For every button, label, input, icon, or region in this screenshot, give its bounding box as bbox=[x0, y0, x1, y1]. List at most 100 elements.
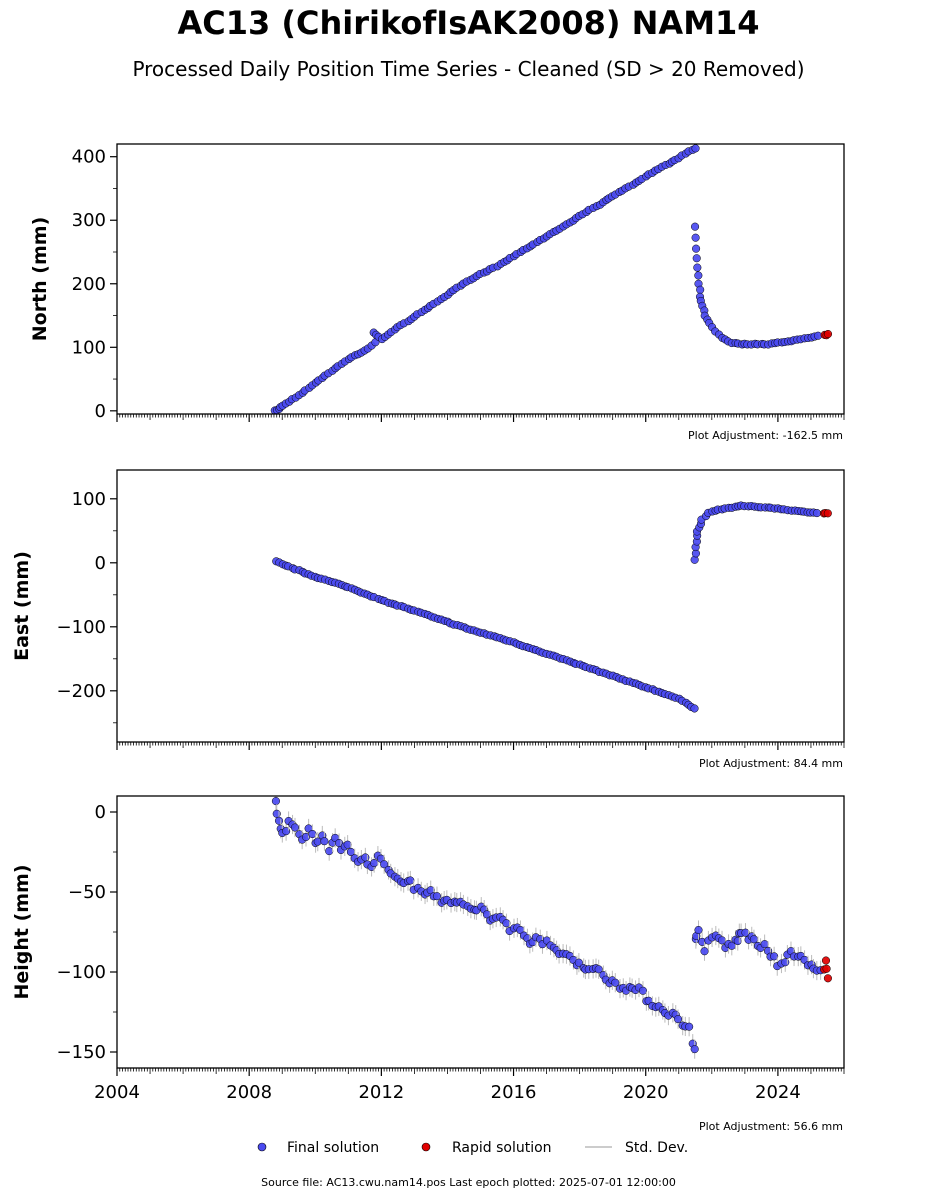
north-point-final bbox=[692, 254, 701, 263]
y-tick-label: −150 bbox=[57, 1042, 106, 1063]
height-series-final bbox=[271, 796, 825, 1059]
height-point-rapid bbox=[821, 956, 831, 965]
height-ylabel: Height (mm) bbox=[11, 864, 33, 999]
legend-rapid-marker bbox=[421, 1142, 431, 1152]
north-point-rapid bbox=[823, 329, 833, 339]
east-series-rapid bbox=[819, 509, 832, 518]
x-tick-label: 2020 bbox=[623, 1082, 669, 1103]
chart-title: AC13 (ChirikofIsAK2008) NAM14 bbox=[177, 4, 760, 42]
y-tick-label: 400 bbox=[72, 147, 106, 168]
height-point-final bbox=[574, 958, 583, 967]
height-point-rapid bbox=[822, 964, 831, 973]
height-point-final bbox=[308, 829, 317, 839]
east-frame bbox=[116, 469, 845, 743]
height-point-final bbox=[770, 952, 779, 961]
north-plot-adjustment: Plot Adjustment: -162.5 mm bbox=[688, 429, 843, 442]
legend-final-label: Final solution bbox=[287, 1140, 379, 1156]
height-point-final bbox=[271, 797, 280, 806]
height-point-final bbox=[694, 925, 703, 935]
east-point-rapid bbox=[823, 509, 832, 518]
y-tick-label: 200 bbox=[72, 274, 106, 295]
north-point-final bbox=[691, 233, 700, 242]
y-tick-label: −100 bbox=[57, 617, 106, 638]
y-tick-label: −100 bbox=[57, 962, 106, 983]
north-frame bbox=[116, 143, 845, 415]
height-point-final bbox=[343, 840, 352, 849]
height-point-final bbox=[760, 940, 769, 949]
north-point-final bbox=[696, 285, 705, 294]
chart-subtitle: Processed Daily Position Time Series - C… bbox=[132, 57, 805, 81]
north-series-rapid bbox=[820, 329, 833, 340]
north-point-final bbox=[813, 331, 823, 340]
y-tick-label: 0 bbox=[95, 553, 106, 574]
x-tick-label: 2024 bbox=[755, 1082, 801, 1103]
height-point-final bbox=[274, 816, 284, 825]
height-y-axis: −150 −100 −50 0 bbox=[57, 802, 117, 1063]
height-point-final bbox=[685, 1022, 694, 1031]
y-tick-label: 100 bbox=[72, 337, 106, 358]
legend: Final solution Rapid solution Std. Dev. bbox=[257, 1140, 688, 1156]
height-panel: 2004 2008 2012 2016 2020 2024 −150 −100 −50 0 Heig… bbox=[11, 795, 845, 1133]
height-point-final bbox=[611, 978, 620, 987]
height-point-final bbox=[700, 947, 709, 956]
y-tick-label: −200 bbox=[57, 681, 106, 702]
north-ylabel: North (mm) bbox=[29, 217, 51, 342]
height-point-final bbox=[638, 986, 648, 995]
height-frame bbox=[116, 795, 845, 1069]
north-series-final bbox=[270, 144, 823, 414]
height-x-axis: 2004 2008 2012 2016 2020 2024 bbox=[94, 1068, 845, 1103]
height-point-final bbox=[320, 837, 329, 846]
y-tick-label: −50 bbox=[68, 882, 106, 903]
x-tick-label: 2004 bbox=[94, 1082, 140, 1103]
north-point-final bbox=[691, 144, 700, 153]
y-tick-label: 0 bbox=[95, 401, 106, 422]
east-x-axis bbox=[116, 742, 845, 750]
height-point-final bbox=[674, 1015, 683, 1024]
height-point-final bbox=[741, 928, 750, 937]
height-point-final bbox=[781, 958, 790, 967]
east-panel: −200 −100 0 100 East (mm) Plot Adjustment: 84… bbox=[11, 469, 845, 770]
height-point-final bbox=[325, 847, 334, 856]
north-x-axis bbox=[116, 414, 845, 422]
height-series-rapid bbox=[820, 956, 832, 983]
east-plot-adjustment: Plot Adjustment: 84.4 mm bbox=[699, 757, 843, 770]
panels-layer: 0 100 200 300 400 North (mm) Plot Adjustment: … bbox=[11, 143, 845, 1133]
x-tick-label: 2008 bbox=[226, 1082, 272, 1103]
height-point-final bbox=[733, 936, 742, 946]
east-y-axis: −200 −100 0 100 bbox=[57, 489, 117, 724]
x-tick-label: 2016 bbox=[491, 1082, 537, 1103]
height-point-final bbox=[432, 892, 442, 901]
north-panel: 0 100 200 300 400 North (mm) Plot Adjustment: … bbox=[29, 143, 845, 442]
east-ylabel: East (mm) bbox=[11, 551, 33, 661]
north-point-final bbox=[693, 263, 702, 272]
legend-final-marker bbox=[257, 1142, 267, 1152]
height-point-final bbox=[361, 853, 370, 862]
east-point-final bbox=[812, 509, 821, 518]
y-tick-label: 100 bbox=[72, 489, 106, 510]
north-point-final bbox=[690, 222, 700, 231]
y-tick-label: 300 bbox=[72, 210, 106, 231]
east-series-final bbox=[272, 501, 821, 713]
height-point-final bbox=[690, 1045, 699, 1054]
east-point-final bbox=[690, 704, 699, 713]
height-point-final bbox=[749, 935, 759, 944]
north-point-final bbox=[692, 244, 701, 253]
north-y-axis: 0 100 200 300 400 bbox=[72, 147, 117, 422]
height-plot-adjustment: Plot Adjustment: 56.6 mm bbox=[699, 1120, 843, 1133]
height-point-rapid bbox=[823, 974, 832, 983]
x-tick-label: 2012 bbox=[358, 1082, 404, 1103]
north-point-final bbox=[694, 271, 703, 280]
north-marks bbox=[270, 144, 833, 414]
legend-rapid-label: Rapid solution bbox=[452, 1140, 552, 1156]
legend-stddev-label: Std. Dev. bbox=[625, 1140, 688, 1156]
height-point-final bbox=[406, 876, 415, 885]
height-point-final bbox=[370, 859, 379, 868]
height-marks bbox=[271, 796, 832, 1059]
height-point-final bbox=[282, 827, 291, 836]
height-point-final bbox=[594, 965, 603, 974]
source-file-footer: Source file: AC13.cwu.nam14.pos Last epo… bbox=[261, 1176, 676, 1189]
height-point-final bbox=[502, 919, 511, 928]
height-point-final bbox=[290, 823, 300, 832]
east-marks bbox=[272, 501, 832, 713]
